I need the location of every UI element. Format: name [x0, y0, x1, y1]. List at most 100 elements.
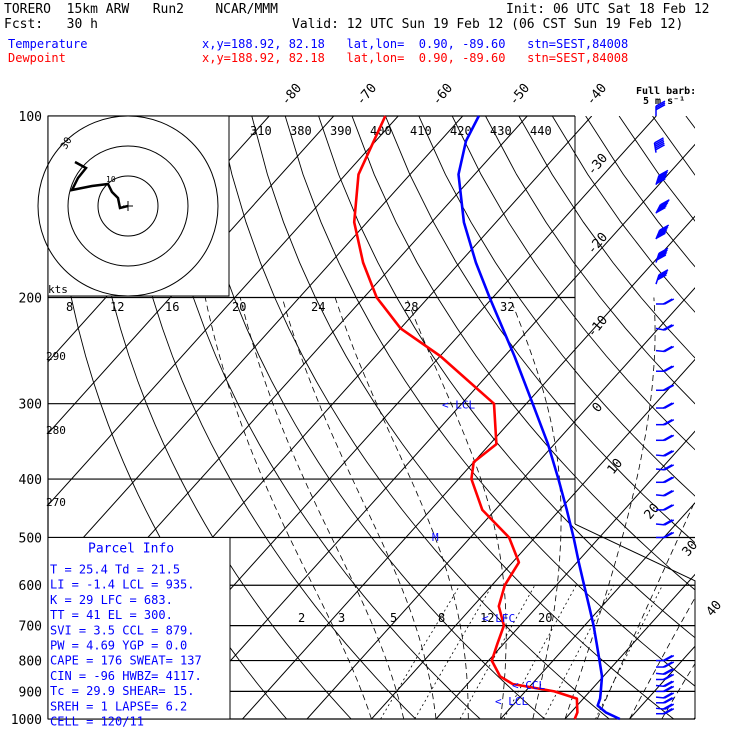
parcel-row: CAPE = 176 SWEAT= 137	[50, 654, 202, 668]
wind-barb-feather	[662, 531, 673, 539]
wind-barb	[655, 668, 675, 675]
dry-adiabat-line	[518, 116, 695, 359]
wind-barb-feather	[664, 668, 675, 675]
wind-barb-feather	[664, 324, 675, 331]
dewpoint-legend: Dewpoint	[8, 51, 66, 65]
wind-barb-feather	[654, 140, 665, 148]
parcel-row: CIN = -96 HWBZ= 4117.	[50, 669, 202, 683]
temp-side-label: 30	[680, 538, 702, 560]
wind-barb-feather	[662, 324, 673, 331]
wind-barb-feather	[664, 680, 675, 688]
mixing-ratio-label: 5	[390, 611, 397, 625]
wind-barb	[655, 199, 670, 214]
dry-adiabat-line	[418, 116, 695, 497]
wind-barb-feather	[664, 531, 675, 539]
parcel-info-box: Parcel Info T = 25.4 Td = 21.5 LI = -1.4 L…	[47, 536, 231, 728]
wind-barb-feather	[664, 504, 675, 511]
moist-adiabat-line	[239, 297, 405, 719]
wind-barb-feather	[658, 169, 669, 177]
pressure-label: 100	[19, 110, 42, 125]
pressure-label: 600	[19, 579, 42, 594]
wind-barb-feather	[655, 100, 666, 107]
level-annotations: < LCL < LFC < CCL < LCL M	[432, 399, 545, 708]
wind-barb-feather	[657, 274, 667, 281]
hodograph-ring	[97, 175, 159, 237]
temperature-trace	[457, 115, 621, 721]
wind-barb	[655, 224, 670, 240]
wind-barbs	[653, 100, 675, 715]
isotherm-line	[242, 215, 695, 719]
theta-e-label: 290	[46, 350, 66, 363]
isotherm-line	[435, 430, 695, 719]
wind-barb	[655, 519, 675, 526]
wind-barb-feather	[654, 138, 665, 146]
wind-barb-feather	[657, 174, 667, 182]
wind-barb	[656, 476, 675, 484]
wind-barb	[656, 384, 675, 392]
forecast-hour: Fcst: 30 h	[4, 17, 98, 32]
wind-barb-feather	[664, 464, 675, 471]
theta-e-label: 270	[46, 496, 66, 509]
wind-barb-feather	[664, 697, 675, 704]
level-annotation: < CCL	[512, 679, 545, 692]
wind-barb-feather	[662, 697, 673, 704]
wind-barb-feather	[664, 685, 675, 693]
hodograph-scale-label: 24	[311, 300, 325, 314]
wind-barb-feather	[658, 227, 668, 234]
wind-barb-feather	[664, 661, 675, 668]
wind-barb-feather	[660, 199, 670, 206]
wind-barb	[655, 450, 675, 457]
wind-barb	[656, 504, 675, 511]
dry-adiabat-line	[117, 116, 417, 719]
hodograph-scale-label: 16	[165, 300, 179, 314]
wind-barb-feather	[664, 384, 675, 391]
wind-barb	[655, 269, 669, 285]
isotherm-line	[48, 116, 335, 435]
hodograph-scale-label: 32	[500, 300, 514, 314]
wind-barb-feather	[664, 519, 675, 526]
hodograph-scale-label: 8	[66, 300, 73, 314]
wind-barb-feather	[654, 142, 665, 149]
wind-barb-feather	[664, 434, 675, 441]
wind-barb-feather	[662, 654, 673, 662]
wind-barb-feather	[657, 272, 668, 279]
wind-barb	[655, 324, 675, 331]
wind-barb-feather	[664, 476, 675, 483]
dewpoint-location: x,y=188.92, 82.18 lat,lon= 0.90, -89.60 …	[202, 51, 629, 65]
isotherm-line	[371, 358, 695, 719]
theta-label: 390	[330, 124, 352, 138]
temperature-legend: Temperature	[8, 37, 88, 51]
wind-barb-feather	[662, 476, 673, 483]
wind-barb	[656, 685, 675, 693]
wind-barb-feather	[662, 692, 673, 699]
theta-label: 420	[450, 124, 472, 138]
wind-barb	[655, 680, 675, 688]
full-barb-unit: 5 m s⁻¹	[643, 96, 686, 107]
right-axis-slant	[574, 523, 696, 719]
temp-side-label: -20	[585, 230, 612, 258]
isotherm-line	[177, 143, 695, 719]
wind-barb-feather	[662, 680, 673, 687]
wind-barb-feather	[659, 200, 669, 207]
hodograph-trace	[69, 160, 129, 210]
parcel-row: TT = 41 EL = 300.	[50, 608, 173, 622]
wind-barb-feather	[656, 206, 666, 214]
wind-barb	[656, 654, 675, 662]
wind-barb-feather	[662, 668, 673, 675]
moist-adiabat-line	[661, 662, 695, 719]
wind-barb-feather	[662, 519, 673, 526]
wind-barb-feather	[662, 365, 673, 372]
parcel-row: PW = 4.69 YGP = 0.0	[50, 638, 187, 652]
dewpoint-trace	[352, 115, 579, 720]
wind-barb-feather	[664, 673, 675, 681]
full-barb-label: Full barb:	[636, 86, 697, 97]
wind-barb-feather	[655, 178, 666, 185]
temp-top-label: -70	[354, 81, 381, 109]
theta-label: 410	[410, 124, 432, 138]
wind-barb-feather	[664, 419, 675, 426]
dry-adiabat-line	[284, 116, 695, 687]
temp-top-label: -80	[279, 81, 306, 109]
wind-barb-feather	[656, 232, 666, 239]
wind-barb-feather	[664, 654, 675, 662]
valid-time: Valid: 12 UTC Sun 19 Feb 12 (06 CST Sun …	[292, 17, 684, 32]
